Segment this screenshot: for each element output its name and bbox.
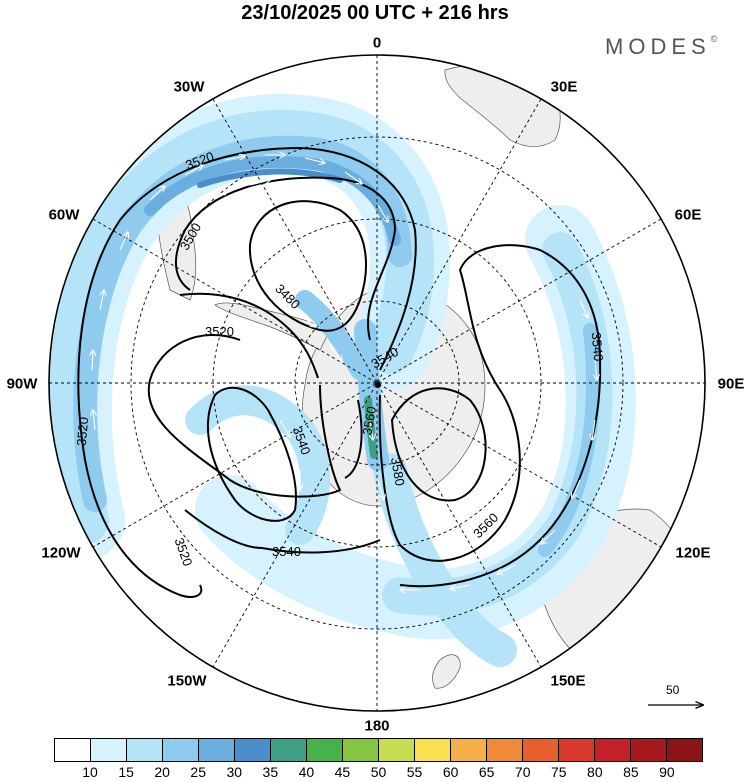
colorbar-tick-label: 85 <box>623 764 639 780</box>
colorbar-tick-label: 30 <box>226 764 243 780</box>
vector-scale-label: 50 <box>666 683 680 697</box>
colorbar-tick-label: 35 <box>262 764 279 780</box>
longitude-label-180: 180 <box>364 717 390 735</box>
colorbar-tick-label: 50 <box>370 764 387 780</box>
colorbar-swatch <box>271 739 307 761</box>
colorbar-tick-label: 90 <box>659 764 675 780</box>
colorbar-swatch <box>451 739 487 761</box>
longitude-label-0: 0 <box>372 34 382 52</box>
graticule <box>49 55 705 711</box>
contour-label: 3540 <box>272 544 301 559</box>
new-zealand-landmass <box>432 654 461 689</box>
colorbar-swatch <box>343 739 379 761</box>
longitude-label-30w: 30W <box>173 78 205 96</box>
colorbar-tick-label: 75 <box>550 764 567 780</box>
colorbar-swatch <box>307 739 343 761</box>
longitude-label-60e: 60E <box>674 206 702 224</box>
colorbar-swatch <box>631 739 667 761</box>
longitude-label-120e: 120E <box>675 544 711 562</box>
colorbar-swatch <box>667 739 702 761</box>
map-title: 23/10/2025 00 UTC + 216 hrs <box>241 2 509 24</box>
map-boundary <box>48 54 706 712</box>
colorbar-swatch <box>127 739 163 761</box>
colorbar-swatch <box>163 739 199 761</box>
colorbar-tick-label: 60 <box>442 764 459 780</box>
longitude-label-150w: 150W <box>167 672 207 690</box>
longitude-label-90e: 90E <box>717 375 745 393</box>
colorbar-tick-label: 45 <box>334 764 351 780</box>
colorbar-tick-label: 40 <box>298 764 315 780</box>
colorbar-tick-label: 65 <box>478 764 495 780</box>
colorbar-swatch <box>199 739 235 761</box>
colorbar-tick-label: 70 <box>514 764 531 780</box>
colorbar-swatch <box>415 739 451 761</box>
contour-label: 3520 <box>205 324 234 339</box>
colorbar-tick-label: 10 <box>82 764 98 780</box>
longitude-label-30e: 30E <box>550 78 578 96</box>
colorbar-swatch <box>559 739 595 761</box>
south-pole-marker <box>375 382 381 388</box>
longitude-label-90w: 90W <box>6 375 38 393</box>
colorbar-tick-label: 55 <box>406 764 423 780</box>
colorbar-tick-label: 80 <box>587 764 603 780</box>
wind-speed-colorbar <box>54 738 703 762</box>
longitude-label-150e: 150E <box>550 672 586 690</box>
colorbar-tick-label: 15 <box>118 764 134 780</box>
colorbar-swatch <box>595 739 631 761</box>
contour-label: 3540 <box>589 332 606 362</box>
contour-label: 3580 <box>388 456 408 487</box>
colorbar-swatch <box>235 739 271 761</box>
modes-logo: MODES© <box>605 34 717 60</box>
contour-label: 3520 <box>74 416 91 446</box>
colorbar-swatch <box>487 739 523 761</box>
contour-label: 3560 <box>359 405 379 436</box>
longitude-label-60w: 60W <box>48 206 80 224</box>
longitude-label-120w: 120W <box>41 544 81 562</box>
colorbar-swatch <box>379 739 415 761</box>
colorbar-swatch <box>55 739 91 761</box>
copyright-mark: © <box>710 34 718 44</box>
colorbar-swatch <box>91 739 127 761</box>
colorbar-tick-label: 25 <box>190 764 207 780</box>
colorbar-tick-label: 20 <box>154 764 170 780</box>
colorbar-ticks: 10 15 20 25 30 35 40 45 50 55 60 65 70 75 80 85 90 <box>54 764 703 782</box>
colorbar-swatch <box>523 739 559 761</box>
wind-vectors <box>92 155 597 590</box>
brand-text: MODES <box>605 34 711 59</box>
height-contours <box>77 146 602 598</box>
